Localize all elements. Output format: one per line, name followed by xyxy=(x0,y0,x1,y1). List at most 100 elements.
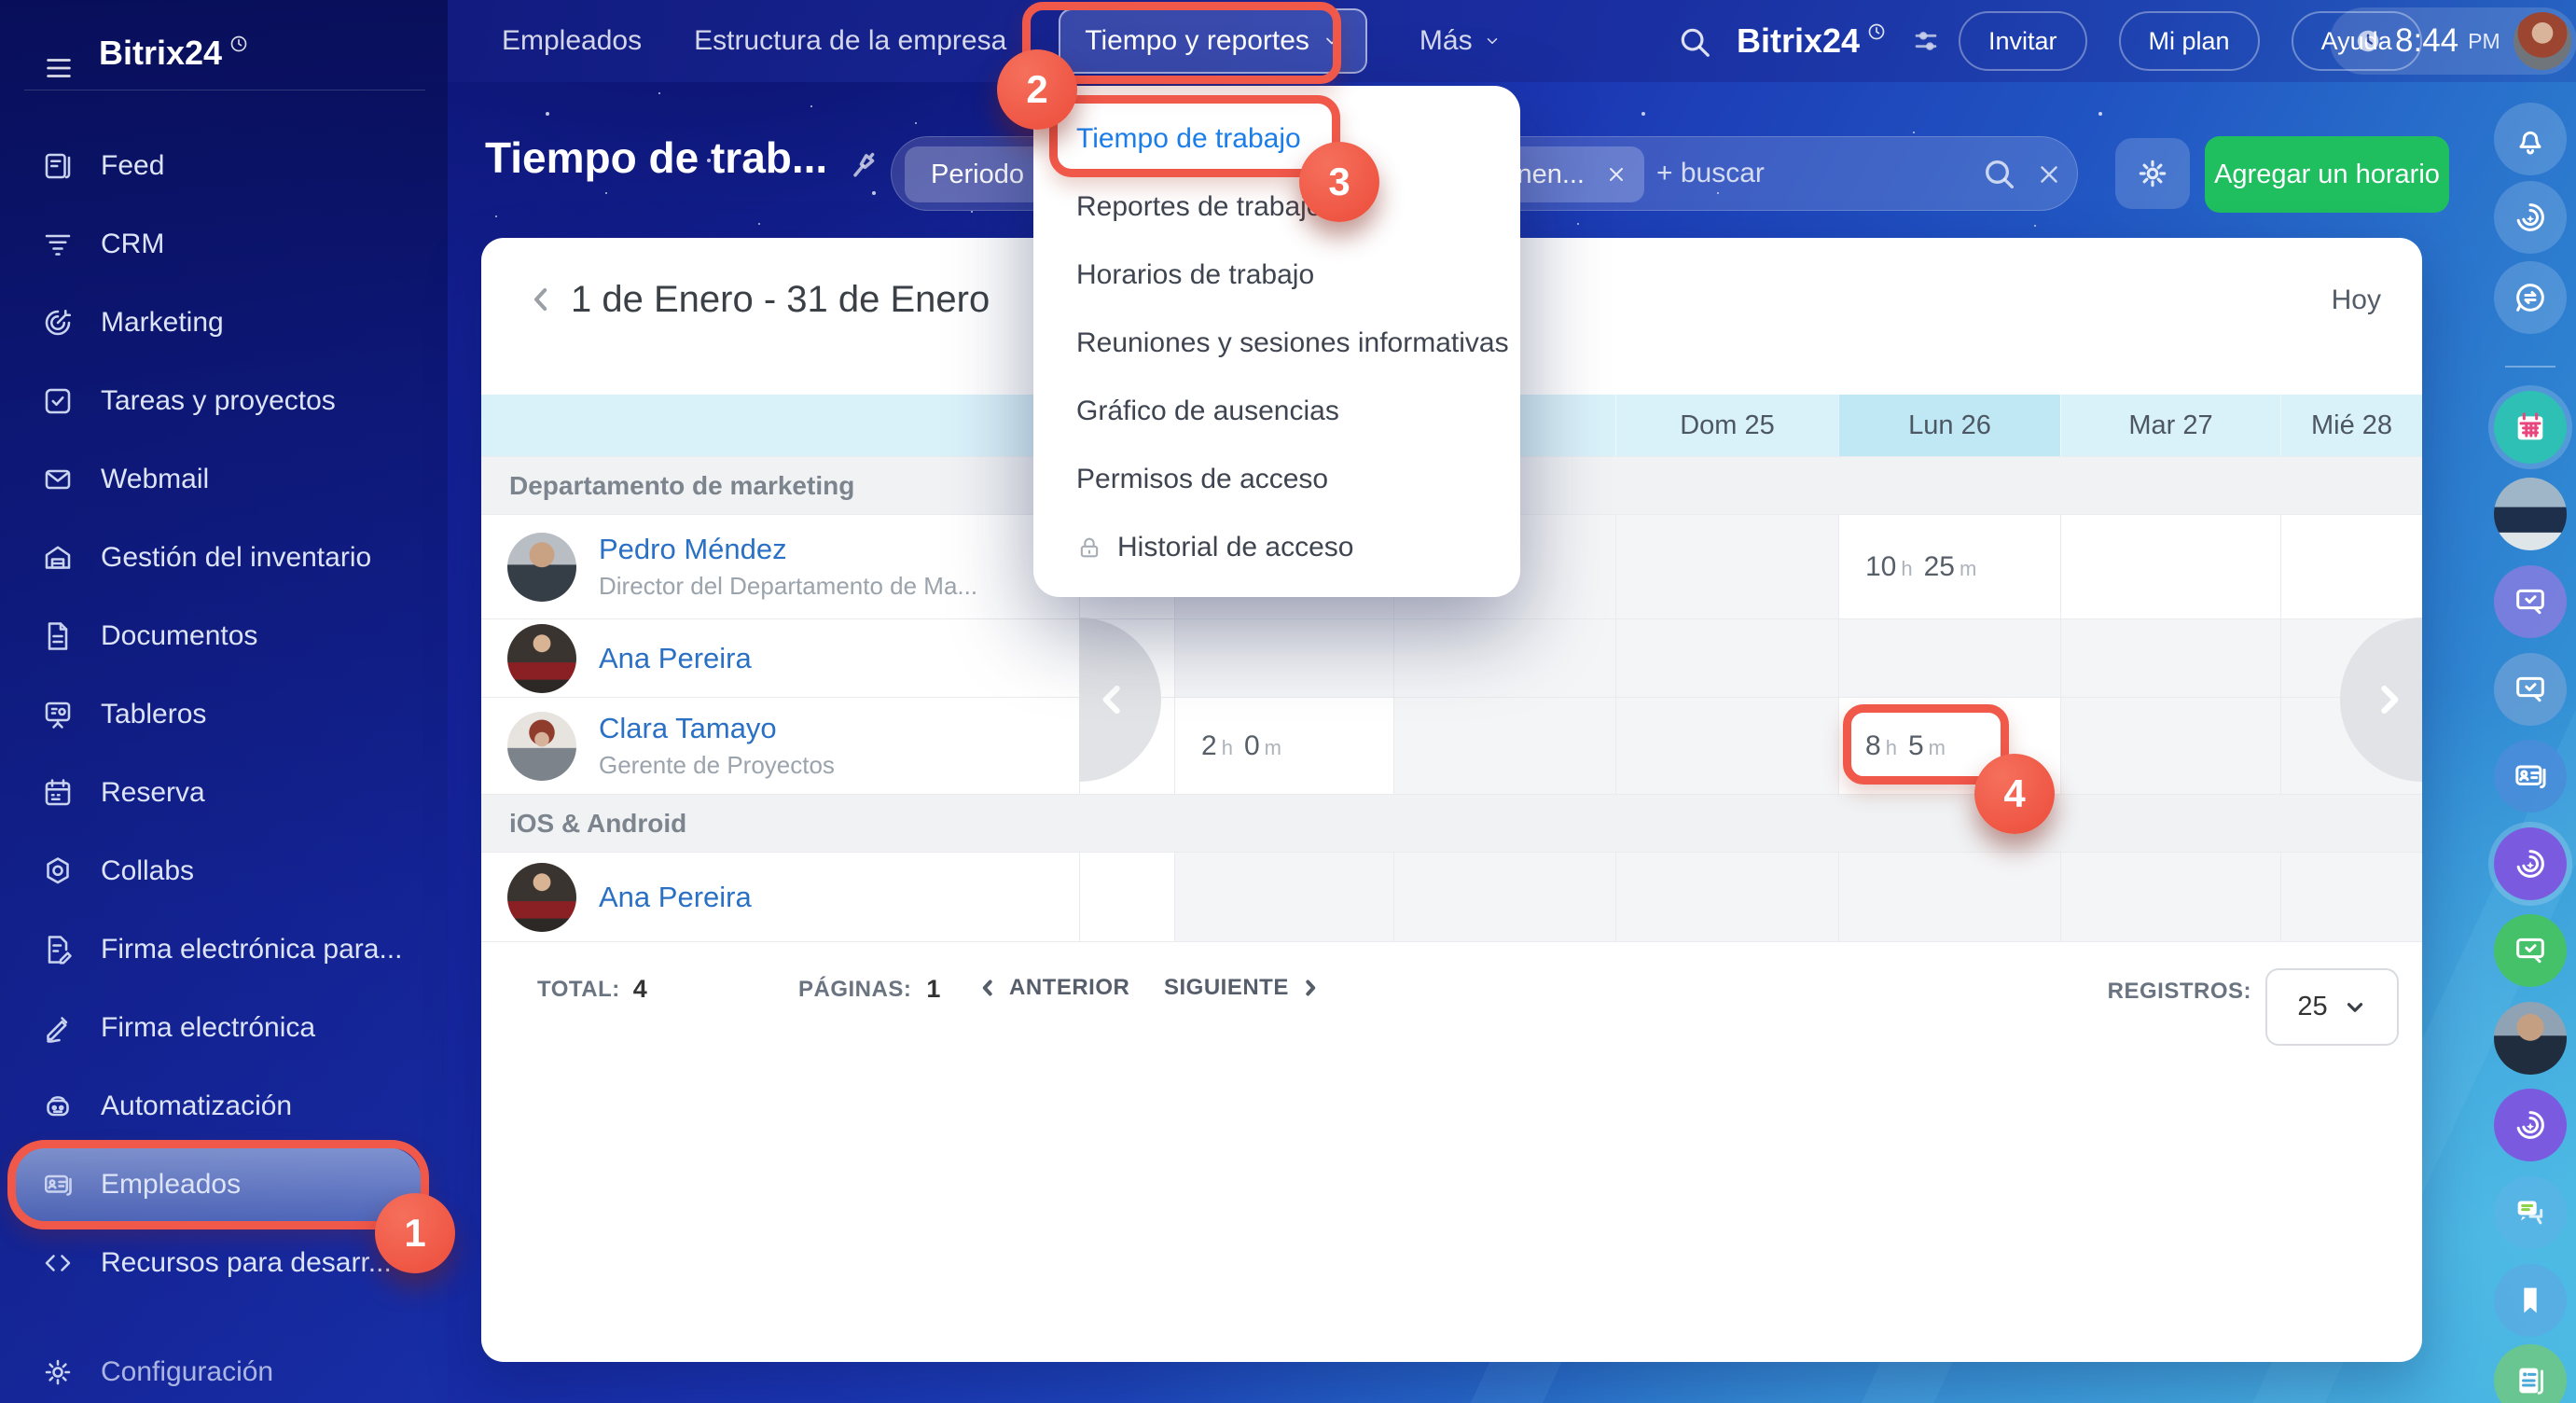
group-chat-button[interactable] xyxy=(2494,1176,2567,1249)
menu-item-reportes[interactable]: Reportes de trabajo xyxy=(1076,190,1323,222)
sidebar-item-collabs[interactable]: Collabs xyxy=(0,832,448,910)
time-cell[interactable] xyxy=(1615,853,1838,941)
prev-page-button[interactable]: ANTERIOR xyxy=(976,975,1129,1001)
close-icon[interactable] xyxy=(1605,163,1627,186)
time-cell[interactable] xyxy=(1615,698,1838,794)
sidebar-item-tableros[interactable]: Tableros xyxy=(0,675,448,754)
sidebar-item-feed[interactable]: Feed xyxy=(0,127,448,205)
avatar[interactable] xyxy=(507,623,576,693)
time-cell[interactable] xyxy=(2060,619,2280,697)
employee-name[interactable]: Ana Pereira xyxy=(599,641,752,674)
time-cell[interactable] xyxy=(2280,853,2422,941)
sidebar-item-firma[interactable]: Firma electrónica xyxy=(0,989,448,1067)
employee-name[interactable]: Pedro Méndez xyxy=(599,533,787,565)
help-button[interactable]: Ayuda xyxy=(2291,11,2422,71)
copilot-icon xyxy=(2516,850,2544,878)
sidebar-item-inventario[interactable]: Gestión del inventario xyxy=(0,519,448,597)
user-avatar[interactable] xyxy=(2513,12,2571,70)
sidebar-item-configuracion[interactable]: Configuración xyxy=(0,1333,448,1403)
time-cell[interactable] xyxy=(2280,515,2422,618)
time-cell[interactable] xyxy=(2060,515,2280,618)
time-cell[interactable] xyxy=(1079,853,1174,941)
time-cell[interactable] xyxy=(1393,853,1615,941)
employee-name[interactable]: Clara Tamayo xyxy=(599,712,777,744)
schedule-app-button[interactable] xyxy=(2494,391,2567,464)
sidebar-item-reserva[interactable]: Reserva xyxy=(0,754,448,832)
news-doc-button[interactable] xyxy=(2494,1344,2567,1403)
time-cell[interactable] xyxy=(1393,619,1615,697)
copilot-app-button[interactable] xyxy=(2494,827,2567,900)
records-per-page-select[interactable]: 25 xyxy=(2265,968,2399,1046)
sidebar-item-crm[interactable]: CRM xyxy=(0,205,448,284)
chevron-left-icon[interactable] xyxy=(522,281,560,318)
day-header-mie28[interactable]: Mié 28 xyxy=(2280,395,2422,456)
pin-icon[interactable] xyxy=(844,146,883,185)
sidebar-item-webmail[interactable]: Webmail xyxy=(0,440,448,519)
menu-item-historial[interactable]: Historial de acceso xyxy=(1033,513,1520,581)
avatar[interactable] xyxy=(507,711,576,781)
time-cell[interactable] xyxy=(1838,619,2060,697)
avatar[interactable] xyxy=(507,862,576,932)
time-cell[interactable] xyxy=(1838,853,2060,941)
topnav-estructura[interactable]: Estructura de la empresa xyxy=(694,25,1007,56)
search-icon[interactable] xyxy=(1677,24,1712,60)
time-cell[interactable] xyxy=(2060,698,2280,794)
sidebar-item-documentos[interactable]: Documentos xyxy=(0,597,448,675)
my-plan-button[interactable]: Mi plan xyxy=(2118,11,2260,71)
bookmark-button[interactable] xyxy=(2494,1264,2567,1337)
avatar[interactable] xyxy=(507,532,576,602)
employee-cell: Pedro Méndez Director del Departamento d… xyxy=(481,515,1079,618)
sidebar-item-recursos[interactable]: Recursos para desarr... xyxy=(0,1224,448,1302)
time-cell[interactable] xyxy=(1174,619,1393,697)
task-app-button-blue[interactable] xyxy=(2494,653,2567,726)
crm-funnel-icon xyxy=(45,234,71,256)
task-app-button-purple[interactable] xyxy=(2494,565,2567,638)
sidebar-item-automatizacion[interactable]: Automatización xyxy=(0,1067,448,1146)
hamburger-icon[interactable] xyxy=(43,52,75,84)
next-page-button[interactable]: SIGUIENTE xyxy=(1164,975,1323,1001)
brand-logo[interactable]: Bitrix24 xyxy=(99,34,223,72)
menu-item-permisos[interactable]: Permisos de acceso xyxy=(1076,463,1329,494)
chat-history-button[interactable] xyxy=(2494,261,2567,334)
work-clock-widget[interactable]: 8:44 PM xyxy=(2330,7,2576,75)
hr-app-button[interactable] xyxy=(2494,740,2567,813)
day-header-dom25[interactable]: Dom 25 xyxy=(1615,395,1838,456)
copilot-button[interactable] xyxy=(2494,181,2567,254)
add-schedule-button[interactable]: Agregar un horario xyxy=(2205,136,2449,213)
grid-settings-button[interactable] xyxy=(2115,138,2190,209)
day-header-mar27[interactable]: Mar 27 xyxy=(2060,395,2280,456)
chevron-down-icon xyxy=(2347,1002,2362,1012)
sliders-icon[interactable] xyxy=(1910,25,1942,57)
task-app-button-green[interactable] xyxy=(2494,914,2567,987)
topnav-tiempo-y-reportes[interactable]: Tiempo y reportes xyxy=(1059,8,1367,74)
search-icon[interactable] xyxy=(1981,156,2018,193)
sidebar-item-marketing[interactable]: Marketing xyxy=(0,284,448,362)
time-cell[interactable] xyxy=(1615,619,1838,697)
copilot-app-button[interactable] xyxy=(2494,1089,2567,1161)
chat-avatar-penguins[interactable] xyxy=(2494,478,2567,550)
menu-item-tiempo-de-trabajo[interactable]: Tiempo de trabajo xyxy=(1076,122,1301,154)
chat-bubbles-icon xyxy=(2517,1201,2543,1225)
notifications-button[interactable] xyxy=(2494,103,2567,175)
time-cell-pedro-lun26[interactable]: 10 h 25 m xyxy=(1838,515,2060,618)
time-cell[interactable] xyxy=(1393,698,1615,794)
time-cell[interactable] xyxy=(1174,853,1393,941)
topnav-empleados[interactable]: Empleados xyxy=(502,25,643,56)
menu-item-horarios[interactable]: Horarios de trabajo xyxy=(1076,258,1315,290)
invite-button[interactable]: Invitar xyxy=(1959,11,2087,71)
sidebar-item-tareas[interactable]: Tareas y proyectos xyxy=(0,362,448,440)
sidebar-item-firma-para[interactable]: Firma electrónica para... xyxy=(0,910,448,989)
topnav-mas[interactable]: Más xyxy=(1420,25,1501,57)
sidebar-item-empleados[interactable]: Empleados xyxy=(13,1147,422,1222)
today-button[interactable]: Hoy xyxy=(2331,285,2381,315)
time-cell[interactable] xyxy=(2060,853,2280,941)
time-cell[interactable] xyxy=(1615,515,1838,618)
employee-name[interactable]: Ana Pereira xyxy=(599,880,752,913)
close-icon[interactable] xyxy=(2035,160,2063,188)
search-placeholder[interactable]: + buscar xyxy=(1656,158,1765,188)
day-header-lun26[interactable]: Lun 26 xyxy=(1838,395,2060,456)
chat-avatar-man[interactable] xyxy=(2494,1002,2567,1075)
menu-item-grafico-ausencias[interactable]: Gráfico de ausencias xyxy=(1076,395,1339,426)
menu-item-reuniones[interactable]: Reuniones y sesiones informativas xyxy=(1076,326,1509,358)
